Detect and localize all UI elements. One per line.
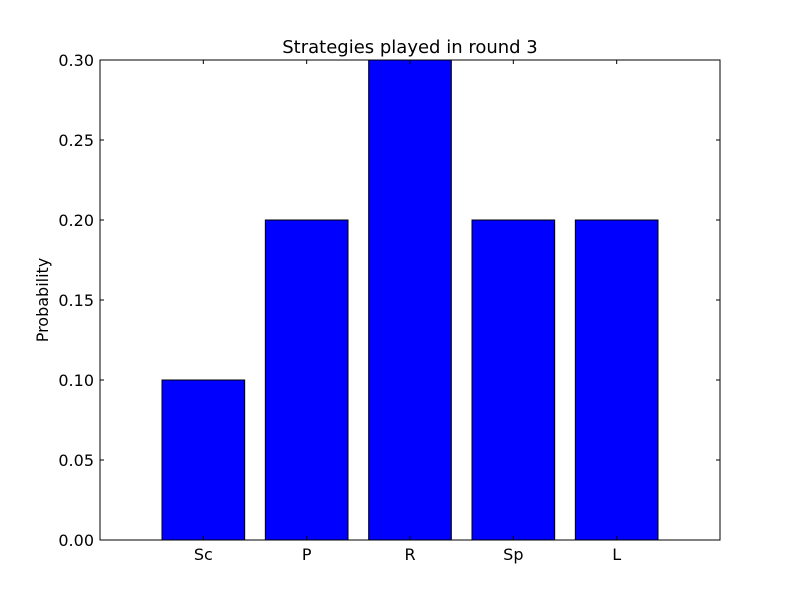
y-tick-label: 0.10	[58, 371, 94, 390]
x-tick-label: L	[612, 545, 621, 564]
y-tick-label: 0.15	[58, 291, 94, 310]
bar-sc	[161, 379, 246, 541]
bar-p	[264, 219, 349, 541]
x-tick-label: P	[302, 545, 312, 564]
y-axis-label: Probability	[33, 258, 52, 343]
ticks-layer: Sc P R Sp L 0.00 0.05 0.10 0.15 0.20 0.25 0.30	[58, 51, 720, 564]
y-tick-label: 0.25	[58, 131, 94, 150]
x-tick-label: Sc	[194, 545, 213, 564]
y-tick-label: 0.30	[58, 51, 94, 70]
chart-title: Strategies played in round 3	[282, 37, 538, 58]
plot-frame	[99, 59, 721, 541]
x-tick-label: Sp	[503, 545, 523, 564]
bar-r	[368, 59, 452, 541]
bar-l	[574, 219, 659, 541]
y-tick-label: 0.00	[58, 531, 94, 550]
bar-sp	[471, 219, 556, 541]
y-tick-label: 0.20	[58, 211, 94, 230]
x-tick-label: R	[404, 545, 415, 564]
bars-layer	[161, 59, 659, 541]
y-tick-label: 0.05	[58, 451, 94, 470]
